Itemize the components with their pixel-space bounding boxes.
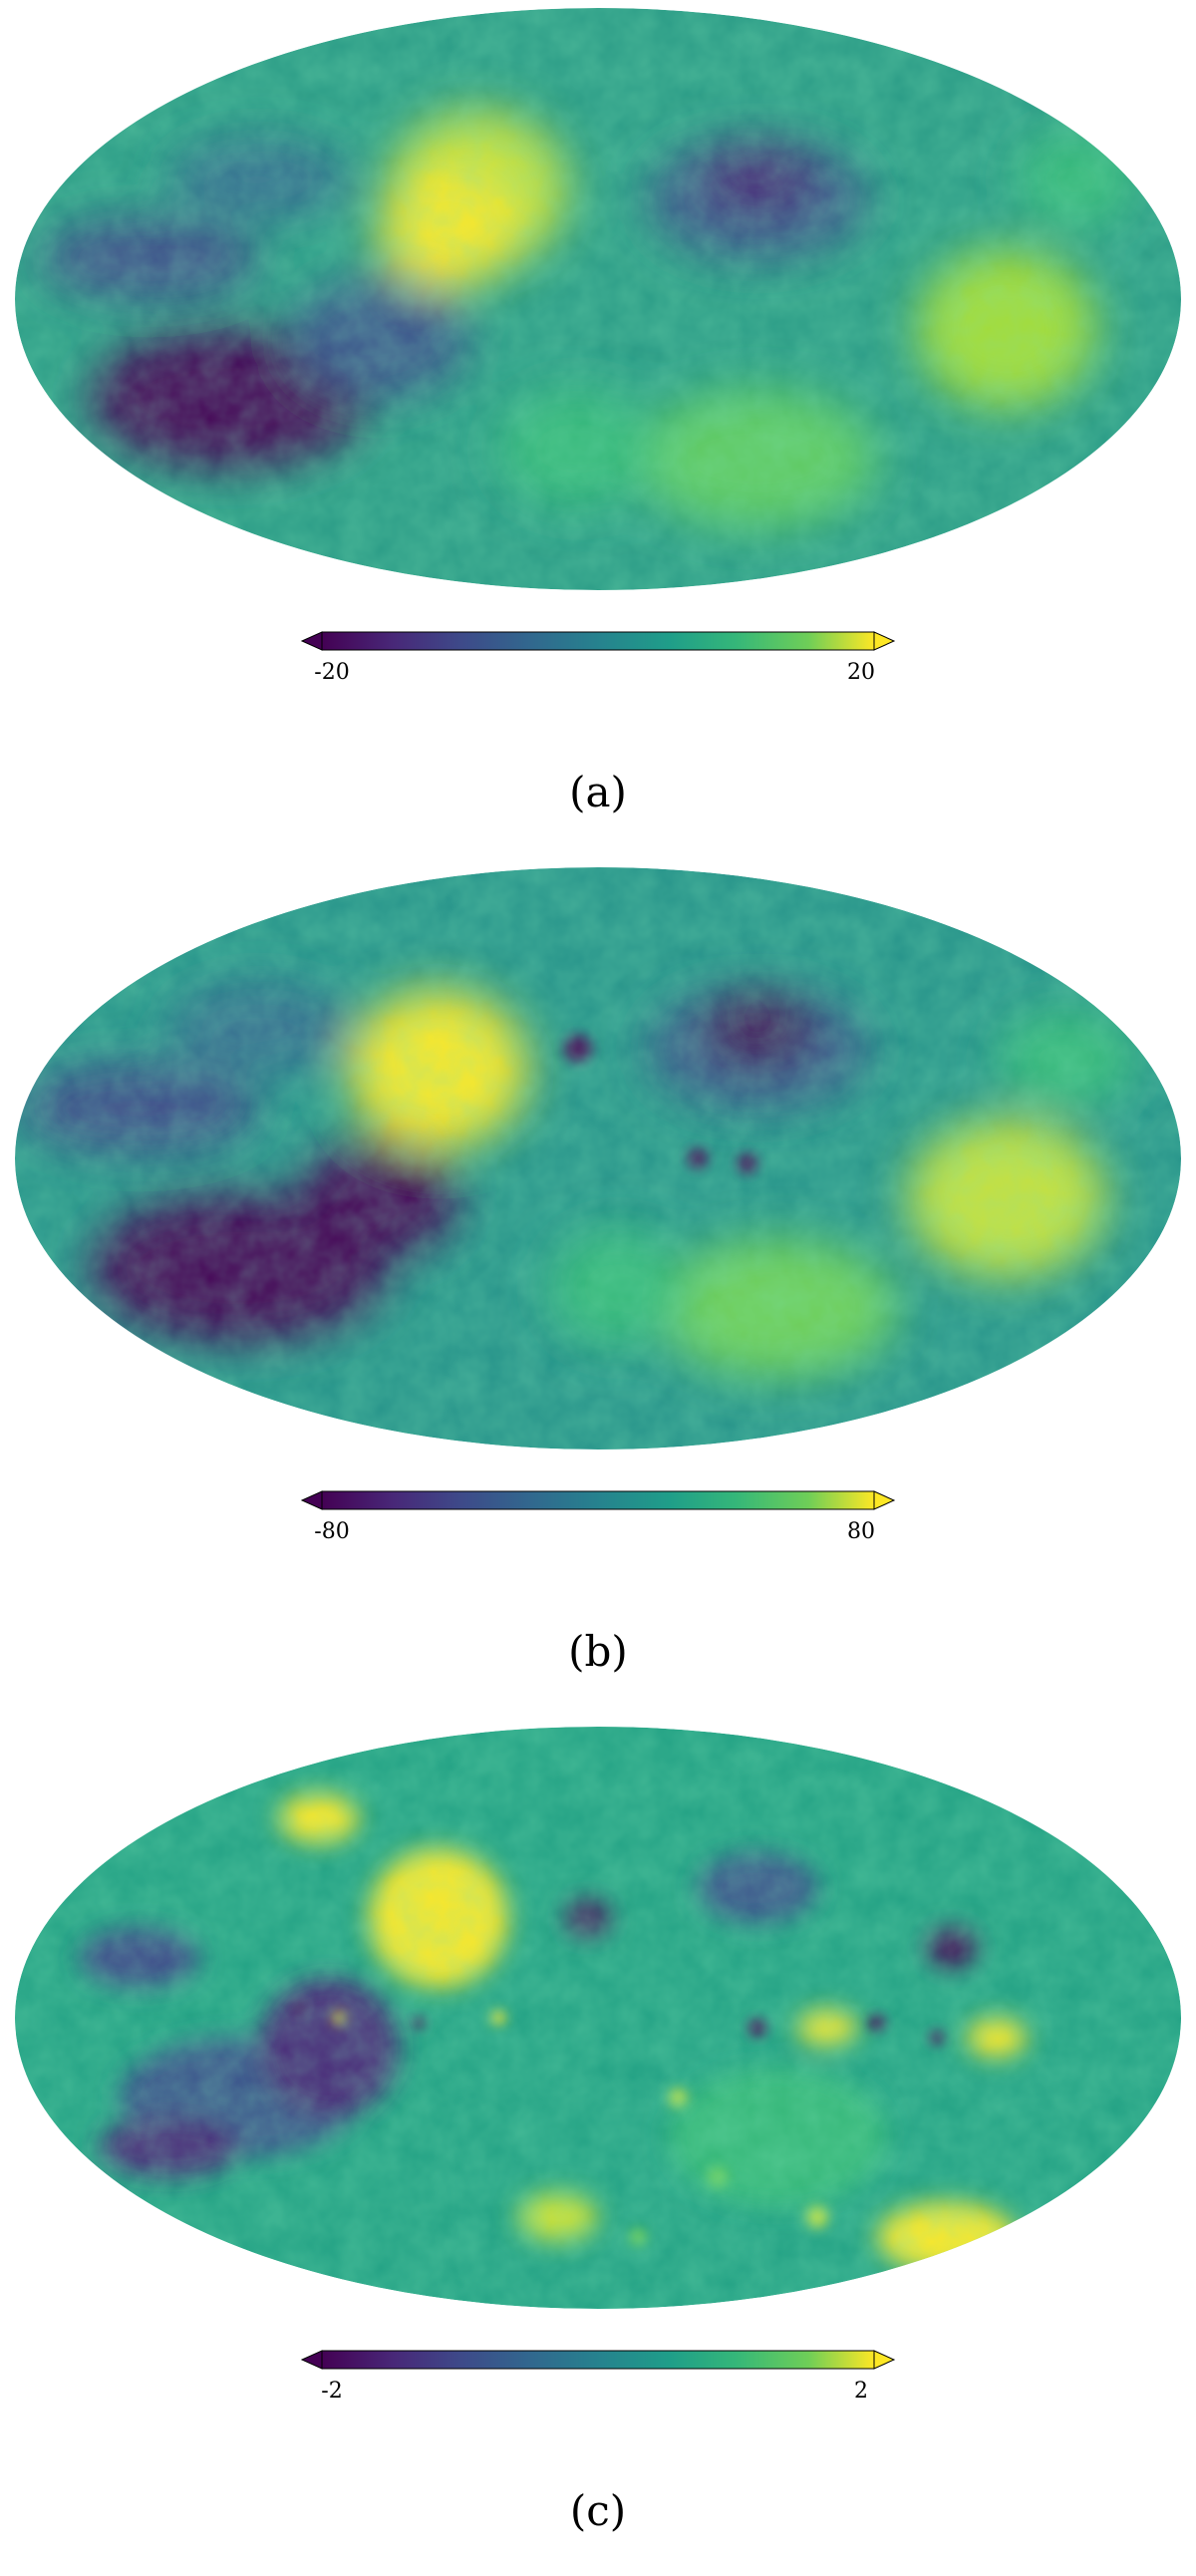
colorbar-max-label-c: 2	[854, 2379, 868, 2404]
colorbar-min-label-c: -2	[321, 2379, 343, 2404]
caption-a: (a)	[569, 768, 627, 816]
colorbar-min-label-a: -20	[314, 660, 350, 685]
caption-c: (c)	[569, 2486, 627, 2535]
colorbar-c	[300, 2350, 896, 2370]
colorbar-b	[300, 1490, 896, 1510]
colorbar-a	[300, 631, 896, 651]
mollweide-map-b	[15, 867, 1181, 1449]
panel-a: -20 20 (a)	[0, 0, 1196, 857]
mollweide-map-c	[15, 1727, 1181, 2309]
colorbar-max-label-b: 80	[847, 1519, 875, 1544]
panel-b: -80 80 (b)	[0, 859, 1196, 1717]
caption-b: (b)	[568, 1627, 628, 1676]
mollweide-map-a	[15, 8, 1181, 590]
panel-c: -2 2 (c)	[0, 1719, 1196, 2576]
colorbar-min-label-b: -80	[314, 1519, 350, 1544]
colorbar-max-label-a: 20	[847, 660, 875, 685]
